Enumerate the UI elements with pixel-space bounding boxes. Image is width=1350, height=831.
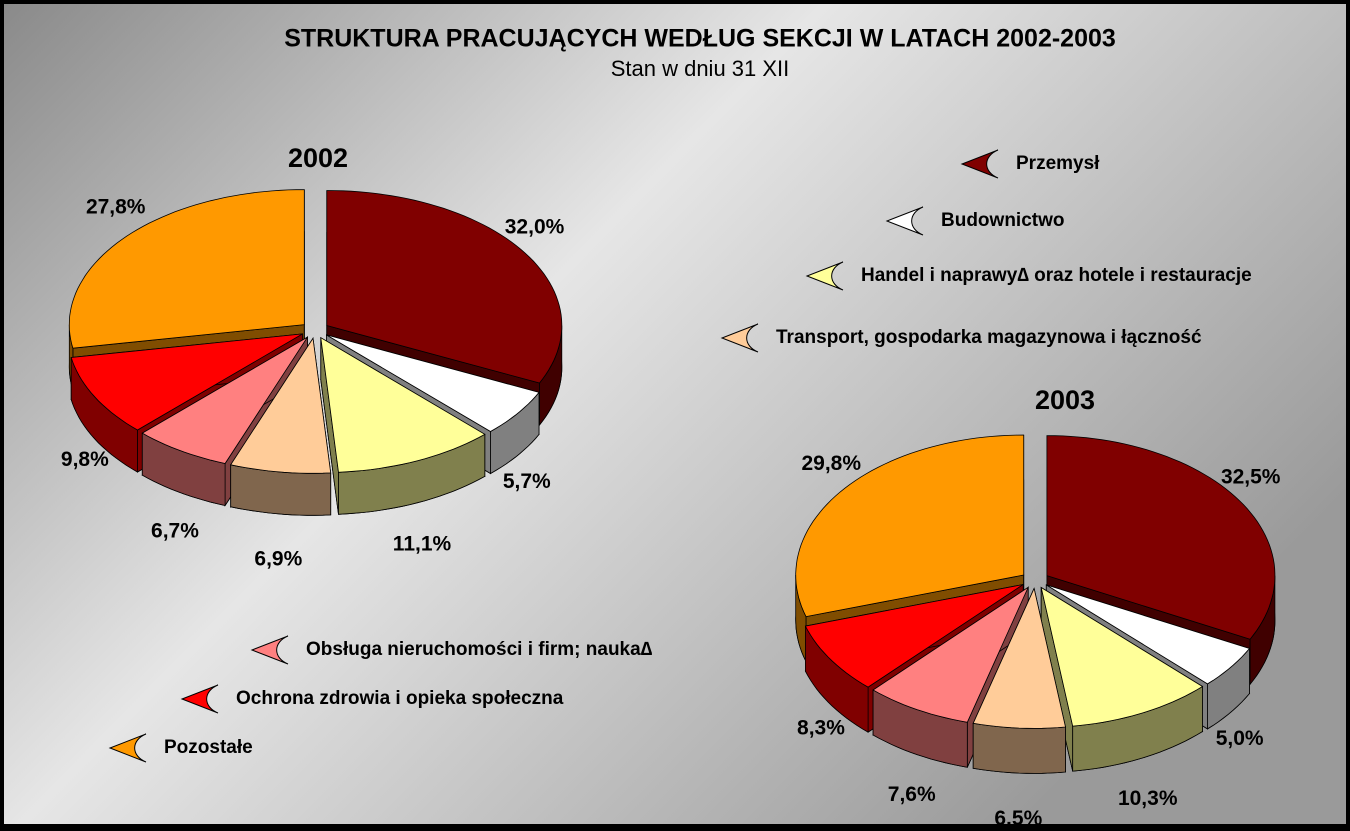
legend-label: Transport, gospodarka magazynowa i łączn… [776, 327, 1202, 348]
chart-title: STRUKTURA PRACUJĄCYCH WEDŁUG SEKCJI W LA… [284, 25, 1116, 53]
chart-subtitle: Stan w dniu 31 XII [611, 56, 790, 81]
data-label: 6,5% [994, 807, 1042, 830]
legend-swatch [805, 261, 844, 291]
data-label: 10,3% [1118, 787, 1178, 810]
legend-swatch [885, 206, 924, 236]
legend-swatch [108, 733, 147, 763]
pie-title: 2002 [288, 143, 348, 173]
slice [804, 584, 1024, 688]
legend-swatch [180, 684, 219, 714]
data-label: 5,7% [503, 470, 551, 493]
pie-title: 2003 [1035, 385, 1095, 415]
slice [326, 190, 563, 384]
data-label: 8,3% [797, 717, 845, 740]
legend-swatch [250, 635, 289, 665]
data-label: 5,0% [1216, 727, 1264, 750]
slice [230, 337, 332, 474]
data-label: 29,8% [801, 452, 861, 475]
slice [972, 587, 1066, 729]
slice-side [972, 722, 1066, 774]
slice [1046, 584, 1251, 685]
slice [141, 336, 308, 464]
legend-swatch [720, 323, 759, 353]
legend-label: Obsługa nieruchomości i firm; nauka∆ [306, 639, 653, 660]
slice [795, 434, 1025, 618]
slice [70, 333, 303, 431]
legend-label: Pozostałe [164, 737, 253, 758]
slice [872, 586, 1030, 723]
data-label: 6,9% [254, 548, 302, 571]
data-label: 7,6% [888, 783, 936, 806]
legend-label: Ochrona zdrowia i opieka społeczna [236, 688, 564, 709]
legend-swatch [960, 149, 999, 179]
legend-label: Budownictwo [941, 210, 1064, 231]
slice [1040, 586, 1204, 727]
legend-label: Handel i naprawy∆ oraz hotele i restaura… [861, 265, 1252, 286]
slice [320, 336, 486, 473]
data-label: 11,1% [393, 533, 452, 556]
data-label: 9,8% [61, 448, 109, 471]
slice [326, 334, 540, 432]
data-label: 32,5% [1221, 466, 1281, 489]
data-label: 32,0% [505, 216, 565, 239]
slice [1046, 435, 1276, 640]
data-label: 27,8% [86, 196, 146, 219]
legend-label: Przemysł [1016, 153, 1100, 174]
data-label: 6,7% [151, 520, 199, 543]
slice [68, 189, 305, 349]
